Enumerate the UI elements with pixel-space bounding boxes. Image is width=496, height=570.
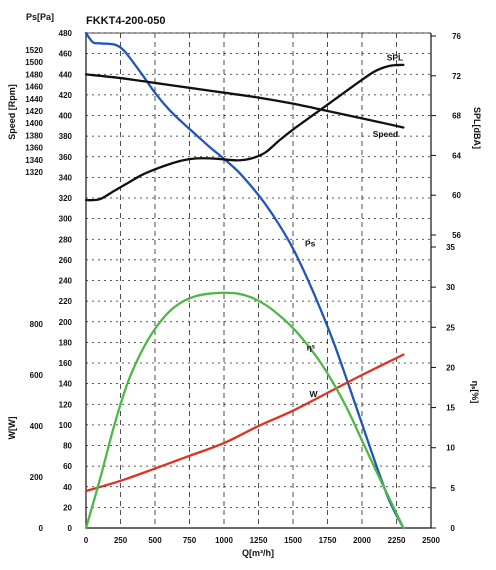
- eff-tick-label: 0: [451, 524, 456, 533]
- power-tick-label: 0: [39, 524, 44, 533]
- series-line-ps: [84, 31, 405, 530]
- grid: [86, 32, 431, 528]
- speed-tick-label: 1420: [25, 107, 43, 116]
- ps-tick-label: 400: [59, 112, 73, 121]
- ps-tick-label: 80: [63, 442, 72, 451]
- chart-title: FKKT4-200-050: [86, 15, 165, 27]
- eff-tick-label: 30: [446, 283, 455, 292]
- ps-tick-label: 120: [59, 400, 73, 409]
- curve-label-ps: Ps: [305, 239, 316, 249]
- x-tick-label: 500: [148, 536, 162, 545]
- eff-tick-label: 35: [446, 243, 455, 252]
- ps-tick-label: 20: [63, 503, 72, 512]
- spl-tick-label: 56: [452, 231, 461, 240]
- ps-tick-label: 380: [59, 132, 73, 141]
- spl-tick-label: 60: [452, 191, 461, 200]
- power-tick-label: 200: [30, 473, 44, 482]
- x-tick-label: 2500: [422, 536, 440, 545]
- series-line-speed: [84, 73, 405, 129]
- curve-label-spl: SPL: [387, 52, 404, 62]
- power-tick-label: 800: [30, 320, 44, 329]
- ps-tick-label: 100: [59, 421, 73, 430]
- ps-tick-label: 460: [59, 50, 73, 59]
- ps-tick-label: 200: [59, 318, 73, 327]
- ps-tick-label: 220: [59, 297, 73, 306]
- ps-tick-label: 340: [59, 173, 73, 182]
- x-tick-label: 1250: [250, 536, 268, 545]
- x-axis-title: Q[m³/h]: [242, 548, 274, 558]
- eff-tick-label: 10: [446, 444, 455, 453]
- ps-tick-label: 0: [68, 524, 73, 533]
- speed-tick-label: 1460: [25, 83, 43, 92]
- x-tick-label: 2250: [388, 536, 406, 545]
- x-tick-label: 2000: [353, 536, 371, 545]
- x-tick-label: 250: [114, 536, 128, 545]
- ps-tick-label: 180: [59, 338, 73, 347]
- ticks: 0 250 500 750 1000 1250 1500 1750 2000 2250 250002…: [25, 29, 461, 545]
- spl-tick-label: 64: [452, 151, 461, 160]
- spl-tick-label: 72: [452, 72, 461, 81]
- speed-tick-label: 1380: [25, 131, 43, 140]
- ps-tick-label: 240: [59, 277, 73, 286]
- speed-tick-label: 1340: [25, 156, 43, 165]
- speed-tick-label: 1400: [25, 119, 43, 128]
- eff-axis-title: ηₛ[%]: [470, 381, 480, 404]
- ps-tick-label: 300: [59, 215, 73, 224]
- spl-tick-label: 68: [452, 112, 461, 121]
- series-line--: [84, 291, 405, 530]
- eff-tick-label: 25: [446, 323, 455, 332]
- ps-tick-label: 40: [63, 483, 72, 492]
- x-tick-label: 1000: [215, 536, 233, 545]
- curve-label-speed: Speed: [373, 129, 399, 139]
- speed-tick-label: 1500: [25, 58, 43, 67]
- speed-tick-label: 1440: [25, 95, 43, 104]
- series-line-w: [84, 353, 405, 493]
- speed-tick-label: 1520: [25, 46, 43, 55]
- speed-tick-label: 1320: [25, 168, 43, 177]
- speed-tick-label: 1480: [25, 70, 43, 79]
- ps-tick-label: 160: [59, 359, 73, 368]
- ps-tick-label: 420: [59, 91, 73, 100]
- series-line-spl: [84, 63, 405, 202]
- speed-tick-label: 1360: [25, 144, 43, 153]
- spl-axis-title: SPL[dBA]: [472, 107, 482, 149]
- power-tick-label: 400: [30, 422, 44, 431]
- curve-label--: ηˢ: [307, 343, 315, 353]
- curves: [84, 31, 405, 530]
- ps-tick-label: 320: [59, 194, 73, 203]
- spl-tick-label: 76: [452, 32, 461, 41]
- power-tick-label: 600: [30, 371, 44, 380]
- eff-tick-label: 5: [451, 484, 456, 493]
- x-tick-label: 750: [183, 536, 197, 545]
- labels: Ps Speed SPL Wηˢ FKKT4-200-050 Ps[Pa] Speed [R…: [7, 12, 482, 558]
- eff-tick-label: 15: [446, 404, 455, 413]
- x-tick-label: 0: [84, 536, 89, 545]
- ps-tick-label: 440: [59, 70, 73, 79]
- speed-axis-title: Speed [Rpm]: [7, 84, 17, 140]
- power-axis-title: W[W]: [7, 417, 17, 440]
- ps-tick-label: 360: [59, 153, 73, 162]
- ps-tick-label: 260: [59, 256, 73, 265]
- ps-tick-label: 140: [59, 380, 73, 389]
- x-tick-label: 1500: [284, 536, 302, 545]
- x-tick-label: 1750: [319, 536, 337, 545]
- ps-tick-label: 60: [63, 462, 72, 471]
- ps-tick-label: 480: [59, 29, 73, 38]
- ps-axis-title: Ps[Pa]: [26, 12, 54, 22]
- eff-tick-label: 20: [446, 363, 455, 372]
- curve-label-w: W: [310, 389, 319, 399]
- ps-tick-label: 280: [59, 235, 73, 244]
